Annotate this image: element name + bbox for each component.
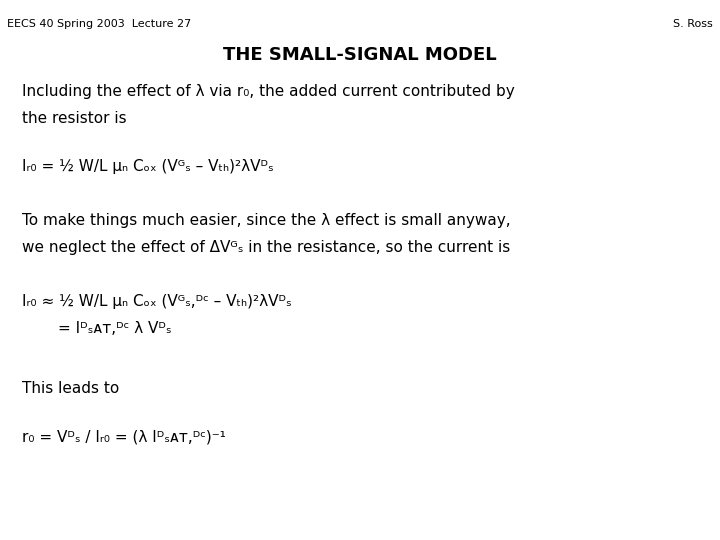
Text: the resistor is: the resistor is [22, 111, 126, 126]
Text: This leads to: This leads to [22, 381, 119, 396]
Text: S. Ross: S. Ross [673, 19, 713, 29]
Text: To make things much easier, since the λ effect is small anyway,: To make things much easier, since the λ … [22, 213, 510, 228]
Text: r₀ = Vᴰₛ / Iᵣ₀ = (λ Iᴰₛᴀᴛ,ᴰᶜ)⁻¹: r₀ = Vᴰₛ / Iᵣ₀ = (λ Iᴰₛᴀᴛ,ᴰᶜ)⁻¹ [22, 429, 225, 444]
Text: Iᵣ₀ = ½ W/L μₙ Cₒₓ (Vᴳₛ – Vₜₕ)²λVᴰₛ: Iᵣ₀ = ½ W/L μₙ Cₒₓ (Vᴳₛ – Vₜₕ)²λVᴰₛ [22, 159, 273, 174]
Text: Including the effect of λ via r₀, the added current contributed by: Including the effect of λ via r₀, the ad… [22, 84, 514, 99]
Text: = Iᴰₛᴀᴛ,ᴰᶜ λ Vᴰₛ: = Iᴰₛᴀᴛ,ᴰᶜ λ Vᴰₛ [58, 321, 171, 336]
Text: EECS 40 Spring 2003  Lecture 27: EECS 40 Spring 2003 Lecture 27 [7, 19, 192, 29]
Text: THE SMALL-SIGNAL MODEL: THE SMALL-SIGNAL MODEL [223, 46, 497, 64]
Text: we neglect the effect of ΔVᴳₛ in the resistance, so the current is: we neglect the effect of ΔVᴳₛ in the res… [22, 240, 510, 255]
Text: Iᵣ₀ ≈ ½ W/L μₙ Cₒₓ (Vᴳₛ,ᴰᶜ – Vₜₕ)²λVᴰₛ: Iᵣ₀ ≈ ½ W/L μₙ Cₒₓ (Vᴳₛ,ᴰᶜ – Vₜₕ)²λVᴰₛ [22, 294, 291, 309]
